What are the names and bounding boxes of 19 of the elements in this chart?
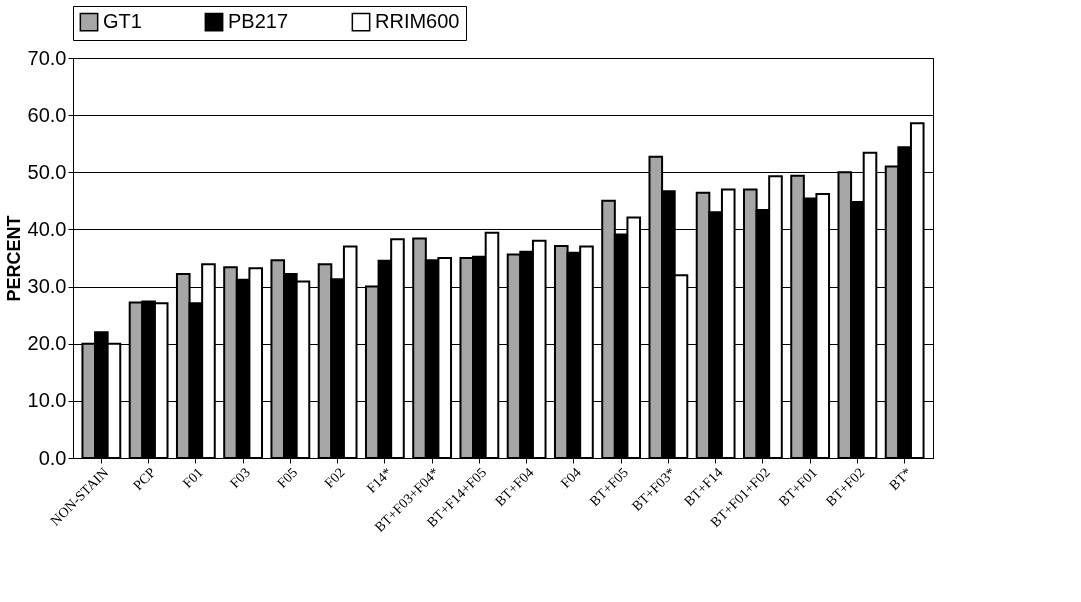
y-tick-label: 10.0 <box>27 389 67 412</box>
x-tick-label: F05 <box>274 464 301 491</box>
legend-label: PB217 <box>228 10 289 33</box>
x-tick-label: PCP <box>130 464 159 494</box>
x-tick-label: F01 <box>179 464 206 491</box>
y-tick-label: 60.0 <box>27 103 67 126</box>
x-tick-label: F04 <box>557 464 584 491</box>
y-tick-label: 50.0 <box>27 160 67 183</box>
legend-label: RRIM600 <box>375 10 460 33</box>
y-tick-label: 0.0 <box>38 446 67 469</box>
y-tick-label: 70.0 <box>27 46 67 69</box>
x-tick-label: BT* <box>886 464 915 493</box>
x-tick-label: F03 <box>226 464 254 491</box>
x-tick-label: F02 <box>321 464 348 491</box>
y-axis-title: PERCENT <box>3 215 24 302</box>
legend-label: GT1 <box>103 10 142 33</box>
y-tick-label: 20.0 <box>27 332 67 355</box>
y-tick-label: 30.0 <box>27 275 67 298</box>
y-tick-label: 40.0 <box>27 217 67 240</box>
